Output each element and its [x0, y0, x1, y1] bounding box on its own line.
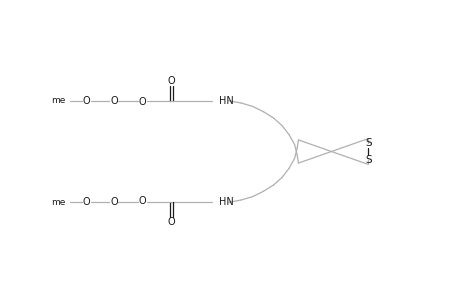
Text: O: O: [82, 96, 90, 106]
Text: me: me: [51, 96, 66, 105]
Text: S: S: [364, 154, 371, 165]
Text: O: O: [82, 197, 90, 207]
Text: HN: HN: [218, 197, 233, 207]
Text: O: O: [110, 197, 118, 207]
Text: me: me: [51, 198, 66, 207]
Text: O: O: [167, 218, 175, 227]
Text: HN: HN: [218, 96, 233, 106]
Text: O: O: [167, 76, 175, 85]
Text: O: O: [138, 196, 146, 206]
Text: O: O: [110, 96, 118, 106]
Text: O: O: [138, 97, 146, 107]
Text: S: S: [364, 138, 371, 148]
